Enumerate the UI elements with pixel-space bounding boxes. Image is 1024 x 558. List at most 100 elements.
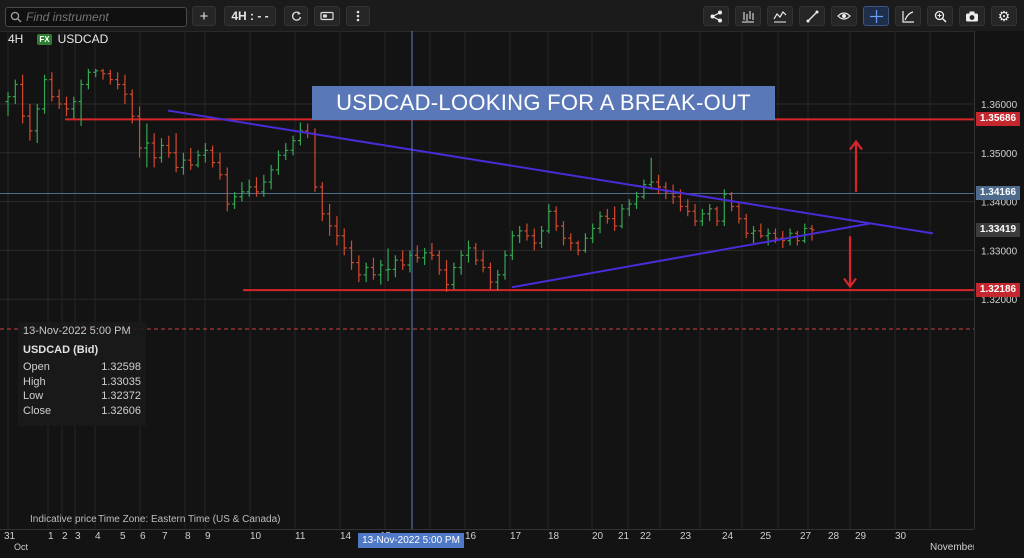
search-input[interactable]	[22, 10, 176, 24]
candle	[224, 167, 230, 212]
candle	[12, 79, 18, 104]
candle	[202, 143, 208, 163]
candle	[794, 230, 800, 246]
candle	[626, 199, 632, 217]
time-axis[interactable]: 31Oct12345678910111415161718202122232425…	[0, 529, 1002, 553]
time-tick-label: November 2022	[930, 542, 974, 553]
instrument-label: 4H FX USDCAD	[8, 31, 108, 47]
studies-button[interactable]	[767, 6, 793, 26]
candle	[707, 204, 713, 222]
time-tick-label: 3	[75, 531, 81, 542]
visibility-button[interactable]	[831, 6, 857, 26]
time-tick-label: 24	[722, 531, 734, 542]
candle	[429, 243, 435, 261]
add-button[interactable]: +	[192, 6, 216, 26]
candle	[341, 228, 347, 256]
direction-arrows	[843, 139, 863, 289]
candle	[254, 177, 260, 197]
crosshair-icon	[869, 9, 883, 23]
candle	[327, 204, 333, 236]
time-tick-label: 18	[548, 531, 560, 542]
search-box[interactable]	[5, 7, 187, 27]
candle	[261, 174, 267, 197]
candle	[641, 179, 647, 200]
time-tick-label: 10	[250, 531, 262, 542]
candle	[414, 245, 420, 263]
crosshair-time-label: 13-Nov-2022 5:00 PM	[358, 533, 464, 548]
candle	[539, 226, 545, 248]
more-options-button[interactable]	[346, 6, 370, 26]
zoom-button[interactable]	[927, 6, 953, 26]
candle	[743, 213, 749, 239]
candle	[122, 74, 128, 104]
candle	[107, 69, 113, 85]
trendline-upper	[167, 109, 934, 235]
time-tick-label: 11	[295, 531, 306, 542]
screenshot-button[interactable]	[959, 6, 985, 26]
candle	[721, 189, 727, 226]
candle	[129, 89, 135, 124]
candle	[385, 248, 391, 282]
candle	[283, 143, 289, 161]
camera-icon	[965, 11, 979, 22]
candle	[5, 91, 11, 117]
candle	[180, 152, 186, 175]
candle	[115, 72, 121, 90]
price-chart[interactable]	[0, 31, 974, 529]
candle	[517, 226, 523, 244]
settings-button[interactable]: ⚙	[991, 6, 1017, 26]
chart-type-button[interactable]	[314, 6, 340, 26]
candle	[158, 138, 164, 163]
candle	[239, 182, 245, 202]
eye-icon	[837, 11, 851, 21]
arrow-head	[849, 139, 863, 151]
price-tag: 1.35686	[976, 112, 1020, 127]
candle	[524, 223, 530, 241]
crosshair-button[interactable]	[863, 6, 889, 26]
share-icon	[710, 10, 723, 23]
candle	[495, 269, 501, 291]
candle	[85, 68, 91, 90]
measure-button[interactable]	[895, 6, 921, 26]
price-axis-labels: 1.36000 1.35000 1.34000 1.33000 1.32000	[981, 100, 1018, 306]
time-tick-label: 4	[95, 531, 101, 542]
candle	[312, 128, 318, 192]
indicators-button[interactable]	[735, 6, 761, 26]
candle	[27, 104, 33, 141]
price-tag: 1.34166	[976, 186, 1020, 201]
gear-icon: ⚙	[997, 7, 1011, 24]
candle	[246, 179, 252, 197]
candle	[400, 250, 406, 270]
fx-badge: FX	[37, 33, 52, 45]
candle	[100, 68, 106, 80]
candle	[137, 106, 143, 158]
candle	[465, 240, 471, 263]
ohlc-row-open: Open 1.32598	[18, 360, 146, 375]
candle	[319, 182, 325, 222]
candle	[349, 240, 355, 270]
candle	[487, 262, 493, 290]
chart-type-icon	[320, 11, 334, 21]
ohlc-row-close: Close 1.32606	[18, 404, 146, 419]
ohlc-value: 1.32606	[101, 404, 141, 417]
share-button[interactable]	[703, 6, 729, 26]
candle	[509, 230, 515, 261]
candle	[166, 135, 172, 158]
more-vertical-icon	[356, 10, 360, 22]
time-tick-label: 14	[340, 531, 352, 542]
top-toolbar: + 4H : - -	[0, 0, 1024, 32]
candle	[436, 250, 442, 275]
refresh-button[interactable]	[284, 6, 308, 26]
ohlc-value: 1.32598	[101, 361, 141, 373]
candle	[188, 147, 194, 170]
candle	[363, 262, 369, 283]
time-tick-label: 7	[162, 531, 168, 542]
interval-button[interactable]: 4H : - -	[224, 6, 276, 26]
ohlc-date: 13-Nov-2022 5:00 PM	[23, 325, 131, 337]
candle	[392, 255, 398, 278]
price-tick-label: 1.32000	[981, 295, 1018, 306]
draw-line-button[interactable]	[799, 6, 825, 26]
price-axis[interactable]: 1.36000 1.35000 1.34000 1.33000 1.32000	[974, 31, 1024, 529]
time-tick-label: 1	[48, 531, 54, 542]
studies-icon	[773, 10, 787, 23]
